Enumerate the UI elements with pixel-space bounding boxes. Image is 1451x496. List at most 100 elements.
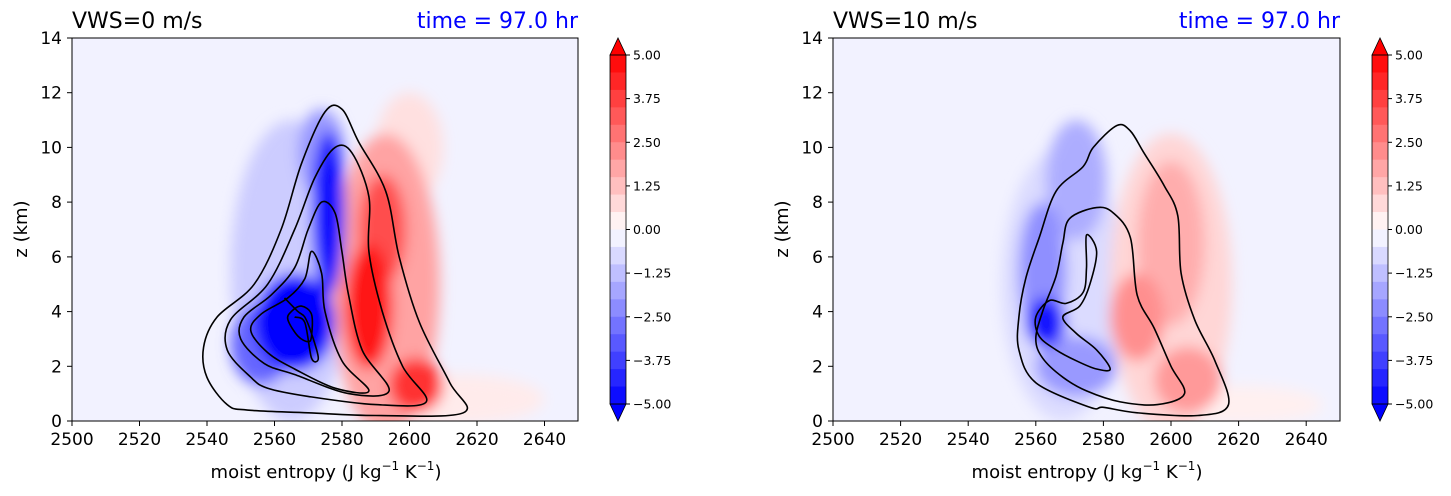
panel-vws-0: VWS=0 m/s time = 97.0 hr 2500 2520 2540 …	[11, 9, 671, 483]
colorbar-band	[1372, 246, 1388, 265]
plot-frame	[832, 37, 1341, 422]
colorbar-tick-label: −2.50	[1395, 309, 1433, 324]
contour-lines	[1016, 123, 1230, 417]
y-tick-label: 14	[40, 29, 62, 49]
colorbar-band	[610, 89, 626, 108]
y-tick-label: 2	[51, 357, 62, 377]
y-tick-label: 0	[812, 412, 823, 432]
panel-vws-10: VWS=10 m/s time = 97.0 hr 2500 2520 2540…	[772, 9, 1433, 483]
colorbar-tick-label: −3.75	[633, 353, 671, 368]
y-tick-label: 6	[51, 248, 62, 268]
colorbar-band	[1372, 334, 1388, 353]
colorbar-band	[610, 246, 626, 265]
colorbar-band	[610, 159, 626, 178]
colorbar-band	[1372, 386, 1388, 405]
x-tick-label: 2540	[185, 430, 228, 450]
negative-anomaly-region	[254, 273, 336, 372]
x-tick-label: 2520	[879, 430, 922, 450]
y-tick-label: 8	[812, 193, 823, 213]
colorbar: 5.00 3.75 2.50 1.25 0.00 −1.25 −2.50 −3.…	[609, 37, 671, 422]
colorbar-band	[1372, 194, 1388, 213]
colorbar-band	[610, 177, 626, 196]
positive-anomaly-region	[1110, 273, 1165, 361]
plot-area	[833, 38, 1340, 421]
panel-title-left: VWS=0 m/s	[72, 9, 203, 34]
x-axis-ticks: 2500 2520 2540 2560 2580 2600 2620 2640	[811, 421, 1328, 450]
colorbar-tick-label: 3.75	[633, 91, 661, 106]
filled-contours	[230, 92, 545, 421]
x-tick-label: 2580	[1082, 430, 1125, 450]
colorbar-band	[610, 72, 626, 91]
y-tick-label: 4	[812, 303, 823, 323]
colorbar-band	[610, 334, 626, 353]
x-tick-label: 2600	[388, 430, 431, 450]
x-tick-label: 2620	[1217, 430, 1260, 450]
colorbar-band	[610, 107, 626, 126]
contour-lines	[202, 104, 469, 418]
x-tick-label: 2540	[947, 430, 990, 450]
colorbar-band	[1372, 281, 1388, 300]
positive-anomaly-region	[345, 243, 393, 370]
contour-line	[286, 305, 314, 343]
x-tick-label: 2640	[1285, 430, 1328, 450]
colorbar-band	[610, 124, 626, 143]
colorbar-band	[1372, 316, 1388, 335]
colorbar-band	[610, 194, 626, 213]
y-axis-label: z (km)	[11, 200, 32, 257]
colorbar-band	[1372, 142, 1388, 161]
colorbar-band	[610, 316, 626, 335]
colorbar-tick-label: 2.50	[633, 135, 661, 150]
x-tick-label: 2560	[253, 430, 296, 450]
x-tick-label: 2620	[455, 430, 498, 450]
colorbar-bands	[610, 55, 626, 405]
positive-anomaly-region	[1154, 347, 1222, 413]
contour-line	[1016, 123, 1230, 417]
colorbar-band	[1372, 177, 1388, 196]
panel-title-right: time = 97.0 hr	[1179, 9, 1341, 34]
colorbar-band	[1372, 55, 1388, 73]
colorbar-extend-min	[1371, 403, 1389, 422]
colorbar-tick-label: −2.50	[633, 309, 671, 324]
colorbar-tick-label: 0.00	[1395, 222, 1423, 237]
colorbar-tick-label: −3.75	[1395, 353, 1433, 368]
colorbar-tick-label: −5.00	[1395, 397, 1433, 412]
y-tick-label: 10	[40, 138, 62, 158]
colorbar-tick-label: 0.00	[633, 222, 661, 237]
x-tick-label: 2500	[811, 430, 854, 450]
colorbar-band	[1372, 72, 1388, 91]
negative-anomaly-region	[1025, 297, 1067, 348]
colorbar: 5.00 3.75 2.50 1.25 0.00 −1.25 −2.50 −3.…	[1371, 37, 1433, 422]
colorbar-band	[610, 299, 626, 318]
colorbar-band	[610, 55, 626, 73]
colorbar-bands	[1372, 55, 1388, 405]
filled-contours	[1001, 120, 1324, 421]
y-tick-label: 0	[51, 412, 62, 432]
y-tick-label: 4	[51, 303, 62, 323]
y-axis-ticks: 0 2 4 6 8 10 12 14	[801, 29, 833, 432]
x-tick-label: 2600	[1149, 430, 1192, 450]
negative-anomaly-region	[1035, 336, 1117, 397]
y-tick-label: 8	[51, 193, 62, 213]
x-tick-label: 2520	[118, 430, 161, 450]
contour-line	[202, 104, 469, 418]
colorbar-band	[1372, 229, 1388, 248]
colorbar-band	[1372, 124, 1388, 143]
colorbar-tick-label: 3.75	[1395, 91, 1423, 106]
colorbar-band	[610, 351, 626, 370]
plot-area	[72, 38, 578, 421]
y-tick-label: 2	[812, 357, 823, 377]
colorbar-tick-label: 1.25	[633, 178, 661, 193]
colorbar-extend-min	[609, 403, 627, 422]
colorbar-tick-label: −1.25	[633, 266, 671, 281]
y-tick-label: 12	[801, 84, 823, 104]
colorbar-tick-label: −5.00	[633, 397, 671, 412]
colorbar-band	[1372, 159, 1388, 178]
colorbar-band	[1372, 212, 1388, 230]
x-tick-label: 2500	[50, 430, 93, 450]
colorbar-band	[610, 142, 626, 161]
colorbar-tick-label: 5.00	[1395, 48, 1423, 63]
x-axis-label: moist entropy (J kg−1 K−1)	[211, 459, 442, 483]
colorbar-tick-label: 5.00	[633, 48, 661, 63]
colorbar-band	[610, 386, 626, 405]
